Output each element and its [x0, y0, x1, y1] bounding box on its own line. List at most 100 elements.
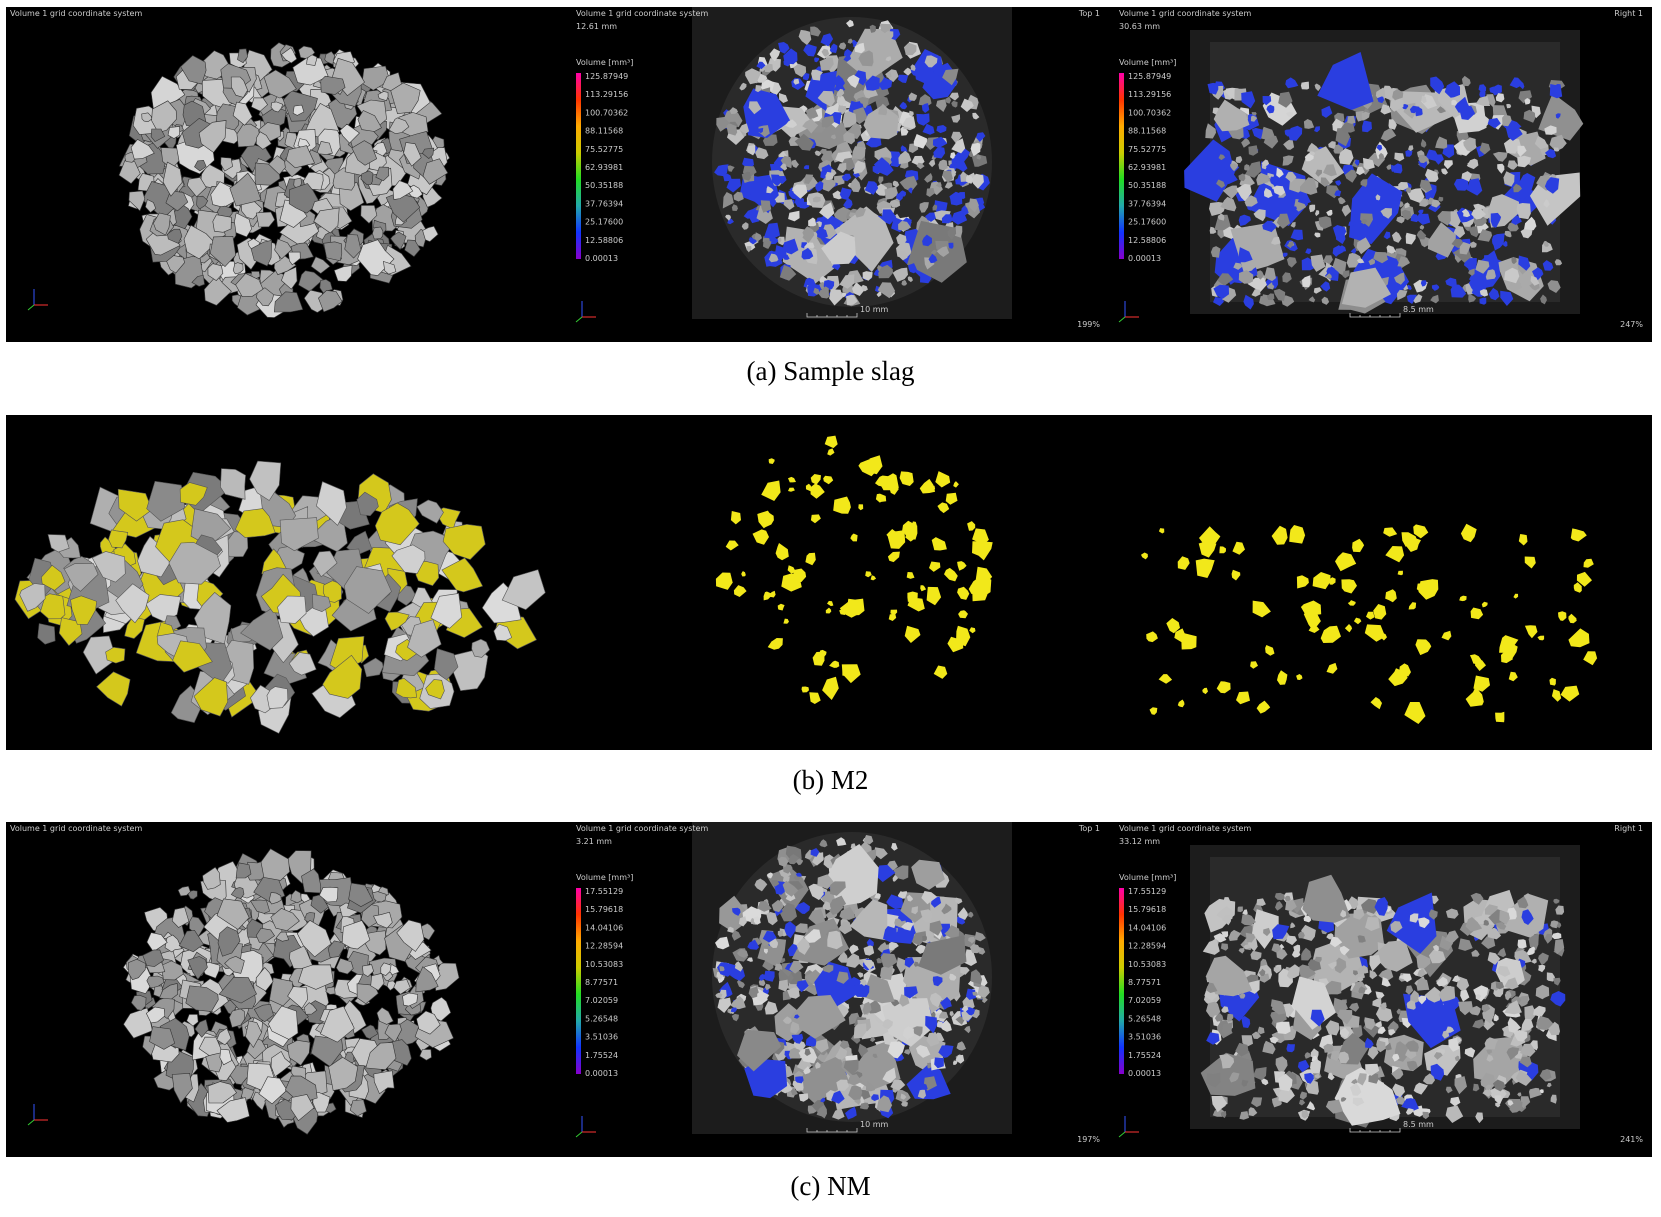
particle — [933, 146, 946, 159]
particle — [1479, 142, 1491, 155]
inclusion — [767, 638, 783, 650]
particle — [1323, 164, 1337, 177]
particle — [1529, 1040, 1538, 1051]
inclusion — [1460, 523, 1477, 543]
inclusion — [969, 627, 976, 634]
rock — [288, 652, 317, 676]
particle — [932, 136, 948, 148]
rock — [313, 207, 340, 234]
particle — [798, 1093, 809, 1102]
inclusion — [787, 565, 796, 574]
particle — [916, 1045, 931, 1058]
particle — [1386, 892, 1437, 954]
particle — [1275, 901, 1283, 911]
particle — [802, 230, 815, 244]
particle — [1305, 1080, 1319, 1095]
particle — [960, 171, 968, 182]
particle — [1285, 899, 1297, 912]
inclusion — [846, 598, 865, 616]
particle — [1269, 1036, 1279, 1044]
particle — [1229, 1072, 1240, 1083]
viewport: Volume 1 grid coordinate system — [10, 824, 460, 1135]
particle — [796, 1055, 850, 1104]
particle — [853, 1023, 867, 1039]
particle — [1507, 1100, 1514, 1106]
inclusion — [1149, 707, 1158, 715]
particle — [1303, 915, 1312, 923]
inclusion — [1277, 670, 1288, 685]
particle — [1220, 943, 1229, 951]
particle — [1325, 273, 1332, 279]
particle — [1263, 927, 1271, 937]
inclusion — [1166, 618, 1180, 634]
particle — [848, 1085, 863, 1100]
particle — [1513, 1030, 1528, 1042]
inclusion — [920, 585, 927, 592]
rock — [388, 117, 410, 135]
inclusion — [761, 480, 781, 501]
particle — [941, 903, 952, 915]
particle — [836, 1079, 849, 1091]
particle — [939, 1011, 949, 1019]
rock — [249, 899, 270, 914]
particle — [1266, 166, 1277, 175]
particle — [1327, 961, 1337, 970]
particle — [843, 197, 853, 209]
particle — [1280, 1025, 1297, 1041]
particle — [1315, 210, 1320, 217]
particle — [1241, 137, 1251, 148]
particle — [787, 987, 800, 999]
particle — [727, 926, 734, 933]
particle — [782, 1016, 792, 1024]
particle — [830, 134, 837, 140]
rock — [167, 126, 181, 139]
particle — [850, 177, 861, 193]
particle — [862, 974, 895, 1004]
particle — [972, 153, 988, 167]
particle — [1241, 913, 1256, 926]
axis-triad — [575, 316, 583, 323]
particle — [759, 65, 765, 72]
particle — [747, 144, 756, 156]
particle — [1276, 948, 1288, 960]
particle — [1261, 1078, 1269, 1086]
particle — [822, 964, 834, 973]
rock — [268, 155, 286, 175]
particle — [731, 204, 738, 211]
legend-value: 10.53083 — [1128, 960, 1166, 969]
particle — [1365, 1063, 1380, 1076]
particle — [795, 872, 802, 877]
particle — [954, 159, 968, 172]
particle — [837, 105, 847, 115]
inclusion — [793, 568, 807, 583]
particle — [1544, 177, 1560, 194]
inclusion — [850, 533, 858, 542]
particle — [1546, 1082, 1552, 1088]
particle — [1238, 247, 1253, 263]
particle — [715, 992, 723, 998]
particle — [1546, 972, 1555, 982]
particle — [1233, 262, 1243, 270]
particle — [738, 916, 747, 927]
rock — [393, 979, 411, 995]
particle — [892, 267, 908, 282]
rock — [105, 646, 126, 664]
rock — [416, 1010, 441, 1035]
particle — [1286, 964, 1300, 979]
particle — [1358, 986, 1366, 994]
particle — [833, 206, 852, 223]
particle — [1378, 152, 1385, 160]
particle — [1405, 187, 1412, 194]
particle — [1479, 289, 1489, 297]
inclusion — [905, 532, 915, 542]
particle — [961, 205, 969, 216]
inclusion — [929, 561, 941, 572]
particle — [1450, 284, 1467, 298]
particle — [1435, 136, 1448, 149]
particle — [1322, 255, 1333, 265]
particle — [862, 1001, 872, 1015]
particle — [865, 135, 882, 148]
rock — [130, 994, 147, 1011]
particle — [1519, 1056, 1532, 1068]
legend-value: 100.70362 — [1128, 108, 1171, 117]
